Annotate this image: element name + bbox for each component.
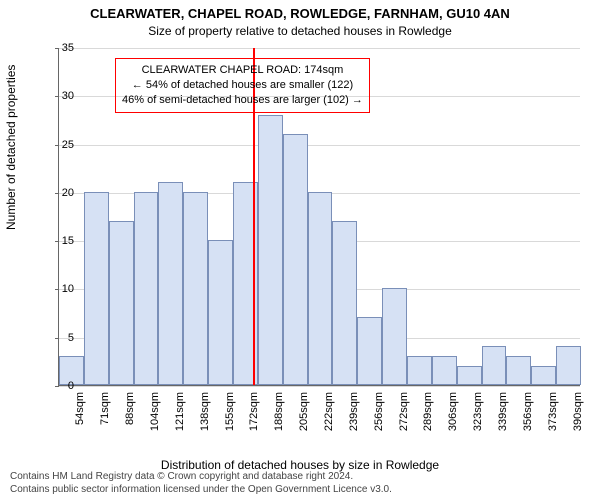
x-tick-label: 390sqm <box>572 392 584 431</box>
y-tick-label: 15 <box>36 235 74 247</box>
x-tick-label: 188sqm <box>273 392 285 431</box>
x-tick-label: 306sqm <box>447 392 459 431</box>
gridline <box>59 48 580 49</box>
x-tick-label: 104sqm <box>149 392 161 431</box>
histogram-bar <box>457 366 482 385</box>
histogram-bar <box>208 240 233 385</box>
x-tick-label: 222sqm <box>323 392 335 431</box>
histogram-bar <box>357 317 382 385</box>
x-tick-label: 339sqm <box>497 392 509 431</box>
x-tick-label: 54sqm <box>74 392 86 425</box>
x-tick-label: 155sqm <box>224 392 236 431</box>
annotation-line: CLEARWATER CHAPEL ROAD: 174sqm <box>122 63 363 78</box>
x-tick-label: 239sqm <box>348 392 360 431</box>
chart-subtitle: Size of property relative to detached ho… <box>0 24 600 38</box>
x-tick-label: 323sqm <box>472 392 484 431</box>
annotation-line: ← 54% of detached houses are smaller (12… <box>122 78 363 93</box>
histogram-bar <box>531 366 556 385</box>
histogram-bar <box>109 221 134 385</box>
histogram-bar <box>183 192 208 385</box>
histogram-bar <box>482 346 507 385</box>
y-tick-label: 0 <box>36 380 74 392</box>
histogram-bar <box>158 182 183 385</box>
y-tick-label: 35 <box>36 42 74 54</box>
plot-frame: CLEARWATER CHAPEL ROAD: 174sqm← 54% of d… <box>58 48 580 386</box>
y-axis-label: Number of detached properties <box>4 65 18 230</box>
gridline <box>59 145 580 146</box>
x-tick-label: 373sqm <box>547 392 559 431</box>
y-tick-label: 5 <box>36 332 74 344</box>
x-tick-label: 121sqm <box>174 392 186 431</box>
x-tick-label: 172sqm <box>248 392 260 431</box>
y-tick-label: 20 <box>36 187 74 199</box>
attribution-footer: Contains HM Land Registry data © Crown c… <box>10 471 590 496</box>
annotation-box: CLEARWATER CHAPEL ROAD: 174sqm← 54% of d… <box>115 58 370 113</box>
chart-title: CLEARWATER, CHAPEL ROAD, ROWLEDGE, FARNH… <box>0 6 600 21</box>
x-tick-label: 138sqm <box>199 392 211 431</box>
x-tick-label: 289sqm <box>422 392 434 431</box>
footer-line-1: Contains HM Land Registry data © Crown c… <box>10 471 590 484</box>
x-tick-label: 205sqm <box>298 392 310 431</box>
histogram-bar <box>134 192 159 385</box>
x-tick-label: 272sqm <box>398 392 410 431</box>
annotation-line: 46% of semi-detached houses are larger (… <box>122 93 363 108</box>
histogram-bar <box>332 221 357 385</box>
x-axis-label: Distribution of detached houses by size … <box>0 458 600 472</box>
footer-line-2: Contains public sector information licen… <box>10 484 590 497</box>
y-tick-label: 30 <box>36 90 74 102</box>
histogram-bar <box>308 192 333 385</box>
histogram-bar <box>382 288 407 385</box>
histogram-bar <box>506 356 531 385</box>
histogram-bar <box>556 346 581 385</box>
histogram-bar <box>258 115 283 385</box>
gridline <box>59 386 580 387</box>
histogram-bar <box>432 356 457 385</box>
plot-area: CLEARWATER CHAPEL ROAD: 174sqm← 54% of d… <box>58 48 580 386</box>
histogram-bar <box>283 134 308 385</box>
histogram-bar <box>84 192 109 385</box>
x-tick-label: 356sqm <box>522 392 534 431</box>
y-tick-label: 10 <box>36 283 74 295</box>
y-tick-label: 25 <box>36 139 74 151</box>
x-tick-label: 256sqm <box>373 392 385 431</box>
x-tick-label: 71sqm <box>99 392 111 425</box>
x-tick-label: 88sqm <box>124 392 136 425</box>
histogram-bar <box>407 356 432 385</box>
